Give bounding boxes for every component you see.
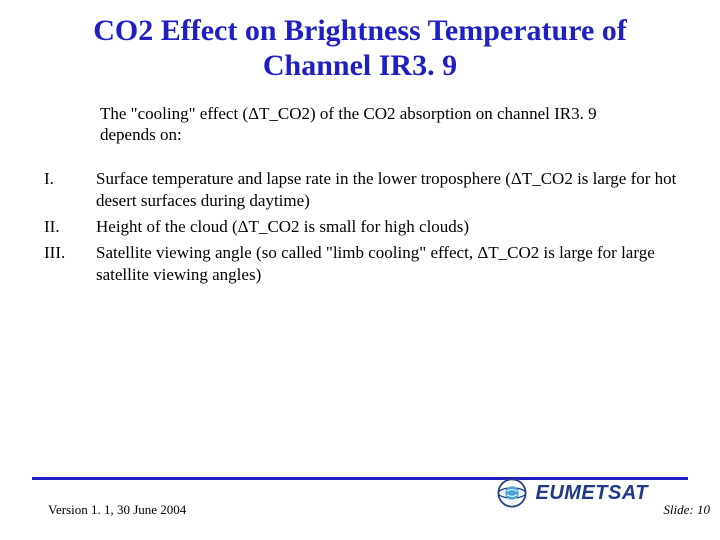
list-item-number: II. [40,216,96,238]
list-item-number: I. [40,168,96,212]
intro-paragraph: The "cooling" effect (ΔT_CO2) of the CO2… [0,83,720,146]
eumetsat-logo-text: EUMETSAT [535,482,648,505]
list-item: II. Height of the cloud (ΔT_CO2 is small… [40,216,680,238]
eumetsat-logo-icon [495,476,529,510]
list-item: I. Surface temperature and lapse rate in… [40,168,680,212]
list-item-text: Surface temperature and lapse rate in th… [96,168,680,212]
eumetsat-logo: EUMETSAT [495,476,648,510]
version-label: Version 1. 1, 30 June 2004 [48,502,186,518]
list-item-text: Satellite viewing angle (so called "limb… [96,242,680,286]
slide-number: Slide: 10 [663,502,710,518]
numbered-list: I. Surface temperature and lapse rate in… [0,146,720,286]
list-item: III. Satellite viewing angle (so called … [40,242,680,286]
list-item-number: III. [40,242,96,286]
list-item-text: Height of the cloud (ΔT_CO2 is small for… [96,216,680,238]
slide-title: CO2 Effect on Brightness Temperature of … [0,0,720,83]
